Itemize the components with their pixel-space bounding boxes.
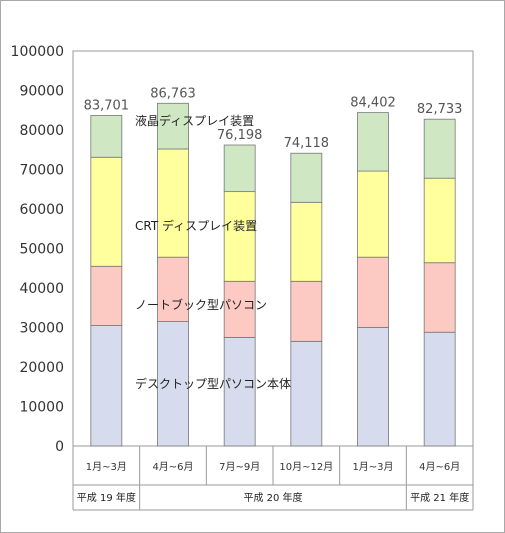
y-tick-label: 40000 bbox=[19, 281, 64, 297]
bar-segment-2 bbox=[357, 256, 389, 328]
bar-total-label: 86,763 bbox=[150, 86, 196, 101]
bar-segment-3 bbox=[90, 156, 123, 267]
category-label: 7月~9月 bbox=[219, 461, 260, 473]
bar-total-label: 82,733 bbox=[417, 102, 463, 117]
bar-segment-1 bbox=[223, 336, 256, 447]
year-group-label: 平成 21 年度 bbox=[410, 491, 469, 504]
series-label: デスクトップ型パソコン本体 bbox=[135, 376, 291, 391]
bar-total-label: 84,402 bbox=[350, 96, 396, 111]
y-tick-label: 20000 bbox=[19, 360, 64, 376]
category-label: 1月~3月 bbox=[352, 461, 393, 473]
y-tick-label: 100000 bbox=[11, 44, 64, 60]
bar-segment-2 bbox=[223, 280, 256, 338]
category-label: 10月~12月 bbox=[279, 461, 333, 473]
bar-segment-2 bbox=[90, 265, 123, 326]
bar-segment-4 bbox=[290, 152, 323, 203]
bar-total-label: 74,118 bbox=[284, 136, 330, 151]
bar-segment-1 bbox=[90, 325, 123, 447]
bar-segment-2 bbox=[157, 256, 189, 322]
bar-segment-3 bbox=[290, 201, 323, 282]
y-tick-label: 50000 bbox=[19, 242, 64, 258]
bar-segment-3 bbox=[223, 191, 256, 282]
year-group-label: 平成 20 年度 bbox=[243, 491, 302, 504]
y-tick-label: 30000 bbox=[19, 321, 64, 337]
y-tick-label: 10000 bbox=[19, 400, 64, 416]
y-tick-label: 80000 bbox=[19, 123, 64, 139]
y-tick-label: 0 bbox=[55, 439, 64, 455]
y-tick-label: 60000 bbox=[19, 202, 64, 218]
bar-segment-1 bbox=[423, 331, 456, 447]
bar-total-label: 83,701 bbox=[84, 98, 130, 113]
bar-segment-1 bbox=[290, 340, 323, 447]
bar-segment-4 bbox=[90, 114, 123, 158]
bar-segment-1 bbox=[357, 327, 389, 447]
bar-segment-4 bbox=[223, 144, 256, 193]
series-label: 液晶ディスプレイ装置 bbox=[135, 113, 254, 128]
y-tick-label: 90000 bbox=[19, 84, 64, 100]
bar-segment-4 bbox=[357, 112, 389, 172]
bar-segment-1 bbox=[157, 321, 189, 447]
category-label: 1月~3月 bbox=[86, 461, 127, 473]
bar-segment-2 bbox=[290, 280, 323, 342]
series-label: CRT ディスプレイ装置 bbox=[135, 218, 257, 233]
bar-segment-4 bbox=[423, 118, 456, 179]
y-tick-label: 70000 bbox=[19, 163, 64, 179]
bar-segment-3 bbox=[423, 177, 456, 264]
bar-segment-2 bbox=[423, 262, 456, 333]
bar-segment-3 bbox=[357, 170, 389, 258]
bar-segment-3 bbox=[157, 148, 189, 258]
category-label: 4月~6月 bbox=[419, 461, 460, 473]
bar-segment-4 bbox=[157, 102, 189, 150]
year-group-label: 平成 19 年度 bbox=[77, 491, 136, 504]
series-label: ノートブック型パソコン bbox=[135, 297, 267, 312]
category-label: 4月~6月 bbox=[152, 461, 193, 473]
bar-total-label: 76,198 bbox=[217, 128, 263, 143]
